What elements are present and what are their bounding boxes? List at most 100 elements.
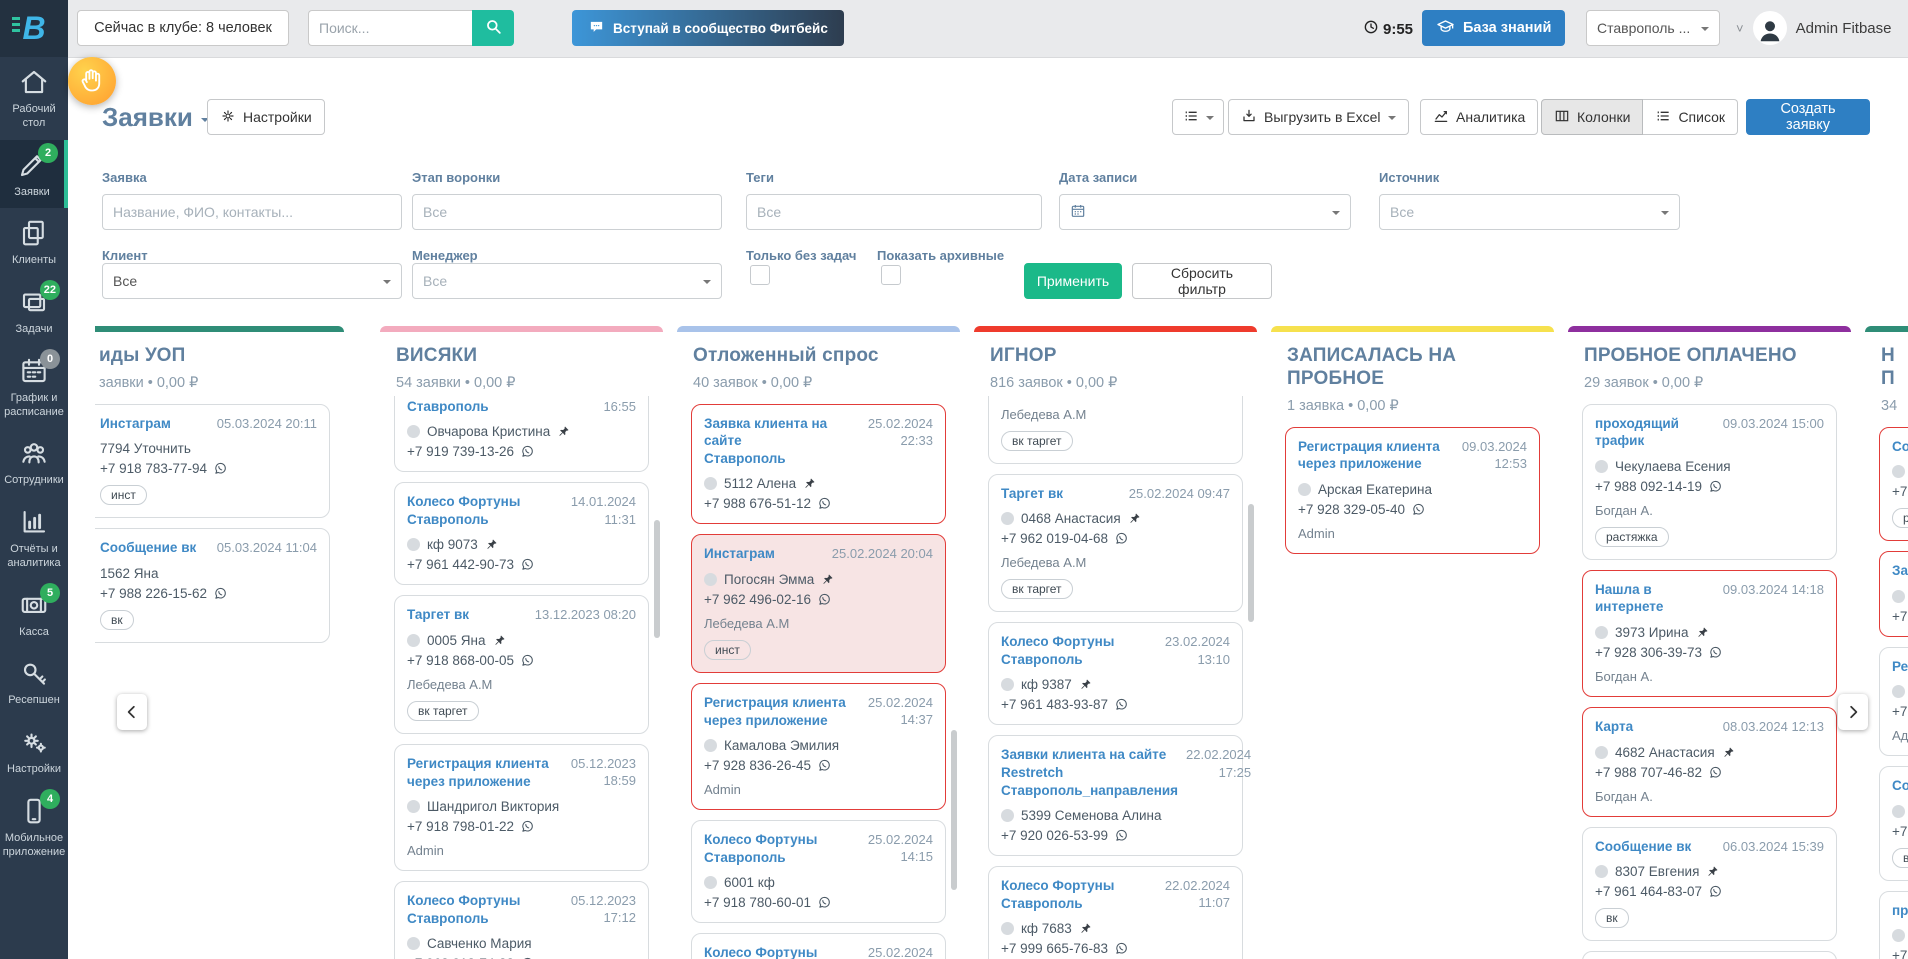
view-options-button[interactable] [1172, 99, 1224, 135]
apply-filter-button[interactable]: Применить [1024, 263, 1122, 299]
whatsapp-icon[interactable] [1708, 479, 1723, 494]
lead-card[interactable]: Ре че +7 9 Ад [1879, 646, 1908, 757]
lead-card[interactable]: Колесо Фортуны Ставрополь 25.02.2024 14:1… [691, 933, 946, 959]
filter-archived-checkbox[interactable] [881, 265, 901, 285]
sidebar-item-calendar[interactable]: 0 График и расписание [0, 346, 68, 429]
sidebar-item-key[interactable]: Ресепшен [0, 648, 68, 717]
filter-source-select[interactable]: Все [1379, 194, 1680, 230]
whatsapp-icon[interactable] [213, 586, 228, 601]
lead-card[interactable]: Колесо Фортуны Ставрополь 22.02.2024 11:0… [988, 866, 1243, 959]
lead-title[interactable]: пр [1892, 902, 1908, 918]
sidebar-item-staff[interactable]: Сотрудники [0, 428, 68, 497]
scroll-left-button[interactable] [117, 694, 147, 730]
whatsapp-icon[interactable] [817, 496, 832, 511]
column-scrollbar[interactable] [951, 730, 957, 890]
lead-card[interactable]: пр На +7 9 [1879, 890, 1908, 959]
whatsapp-icon[interactable] [1708, 765, 1723, 780]
lead-title[interactable]: Таргет вк [407, 607, 470, 623]
lead-title[interactable]: Ставрополь [407, 398, 489, 414]
lead-title[interactable]: Со [1892, 438, 1908, 454]
page-title[interactable]: Заявки [102, 102, 209, 133]
lead-card[interactable]: Ставрополь 16:55 Овчарова Кристина +7 919 7… [394, 395, 649, 473]
lead-title[interactable]: За [1892, 563, 1908, 579]
filter-no-tasks-checkbox[interactable] [750, 265, 770, 285]
community-button[interactable]: Вступай в сообщество Фитбейс [572, 10, 844, 46]
filter-funnel-input[interactable] [412, 194, 722, 230]
lead-card[interactable]: Инстаграм 05.03.2024 20:11 7794 Уточнить +7… [95, 403, 330, 519]
lead-title[interactable]: Колесо Фортуны Ставрополь [704, 945, 818, 959]
filter-manager-select[interactable]: Все [412, 263, 722, 299]
lead-title[interactable]: Карта [1595, 718, 1634, 734]
lead-card[interactable]: Лебедева А.М вк таргет [988, 395, 1243, 464]
knowledge-base-button[interactable]: База знаний [1422, 10, 1566, 46]
lead-card[interactable]: Со Че +7 9 ра [1879, 426, 1908, 542]
whatsapp-icon[interactable] [1114, 531, 1129, 546]
lead-title[interactable]: Колесо Фортуны Ставрополь [1001, 878, 1115, 911]
lead-card[interactable]: Колесо Фортуны Ставрополь 14.01.2024 11:3… [394, 482, 649, 586]
lead-title[interactable]: Сообщение вк [1595, 838, 1692, 854]
lead-title[interactable]: Со [1892, 778, 1908, 794]
lead-card[interactable]: Регистрация клиента через приложение 05.1… [394, 743, 649, 872]
sidebar-item-home[interactable]: Рабочий стол [0, 57, 68, 140]
filter-request-input[interactable] [102, 194, 402, 230]
lead-title[interactable]: Ре [1892, 658, 1908, 674]
lead-card[interactable]: Регистрация клиента через приложение 25.0… [691, 682, 946, 811]
lead-card[interactable]: Нашла в интернете 09.03.2024 14:18 3973 Ир… [1582, 569, 1837, 697]
whatsapp-icon[interactable] [817, 758, 832, 773]
sidebar-item-tasks[interactable]: 22 Задачи [0, 277, 68, 346]
lead-card[interactable]: проходящий трафик05.03.2024 20:056604 Кр… [1582, 951, 1837, 959]
lead-card[interactable]: Карта 08.03.2024 12:13 4682 Анастасия +7 98… [1582, 706, 1837, 817]
sidebar-item-clients[interactable]: Клиенты [0, 208, 68, 277]
whatsapp-icon[interactable] [520, 819, 535, 834]
reset-filter-button[interactable]: Сбросить фильтр [1132, 263, 1272, 299]
whatsapp-icon[interactable] [1411, 502, 1426, 517]
whatsapp-icon[interactable] [817, 592, 832, 607]
whatsapp-icon[interactable] [213, 461, 228, 476]
user-menu[interactable]: ˅ Admin Fitbase [1736, 11, 1891, 45]
lead-card[interactable]: Таргет вк 13.12.2023 08:20 0005 Яна +7 918 … [394, 595, 649, 734]
lead-title[interactable]: Таргет вк [1001, 485, 1064, 501]
lead-title[interactable]: Нашла в интернете [1595, 581, 1664, 615]
filter-tags-input[interactable] [746, 194, 1042, 230]
lead-title[interactable]: Инстаграм [704, 546, 775, 562]
lead-card[interactable]: Колесо Фортуны Ставрополь 23.02.2024 13:1… [988, 622, 1243, 726]
whatsapp-icon[interactable] [1708, 645, 1723, 660]
lead-title[interactable]: Колесо Фортуны Ставрополь [704, 832, 818, 865]
lead-title[interactable]: Инстаграм [100, 415, 171, 431]
chat-widget-button[interactable] [68, 57, 116, 105]
fitbase-logo[interactable]: B [0, 0, 68, 57]
filter-client-select[interactable]: Все [102, 263, 402, 299]
lead-title[interactable]: Сообщение вк [100, 540, 197, 556]
whatsapp-icon[interactable] [1114, 697, 1129, 712]
lead-card[interactable]: Сообщение вк 05.03.2024 11:04 1562 Яна +7 9… [95, 528, 330, 643]
sidebar-item-cash[interactable]: 5 Касса [0, 580, 68, 649]
export-excel-button[interactable]: Выгрузить в Excel [1228, 99, 1409, 135]
lead-title[interactable]: Регистрация клиента через приложение [1298, 438, 1440, 472]
create-request-button[interactable]: Создать заявку [1746, 99, 1870, 135]
whatsapp-icon[interactable] [1114, 941, 1129, 956]
sidebar-item-gears[interactable]: Настройки [0, 717, 68, 786]
lead-card[interactable]: Заявка клиента на сайте Ставрополь 25.02.… [691, 403, 946, 525]
lead-card[interactable]: Сообщение вк 06.03.2024 15:39 8307 Евгения… [1582, 826, 1837, 942]
lead-card[interactable]: Заявки клиента на сайте Restretch Ставро… [988, 735, 1251, 857]
sidebar-item-chart[interactable]: Отчёты и аналитика [0, 497, 68, 580]
lead-card[interactable]: Со Ан +7 9 вк [1879, 766, 1908, 881]
whatsapp-icon[interactable] [520, 653, 535, 668]
lead-card[interactable]: Регистрация клиента через приложение 09.0… [1285, 426, 1540, 554]
lead-title[interactable]: Колесо Фортуны Ставрополь [407, 494, 521, 527]
search-input[interactable] [308, 10, 472, 46]
lead-title[interactable]: Заявки клиента на сайте Restretch Ставро… [1001, 747, 1179, 798]
column-scrollbar[interactable] [1248, 504, 1254, 622]
lead-title[interactable]: Регистрация клиента через приложение [704, 694, 846, 728]
analytics-button[interactable]: Аналитика [1420, 99, 1539, 135]
lead-title[interactable]: Заявка клиента на сайте Ставрополь [704, 415, 828, 466]
whatsapp-icon[interactable] [520, 444, 535, 459]
lead-title[interactable]: Колесо Фортуны Ставрополь [407, 893, 521, 926]
whatsapp-icon[interactable] [1114, 828, 1129, 843]
lead-card[interactable]: Инстаграм 25.02.2024 20:04 Погосян Эмма +7 … [691, 534, 946, 673]
filter-record-date-picker[interactable] [1059, 194, 1351, 230]
scroll-right-button[interactable] [1838, 694, 1868, 730]
lead-card[interactable]: Таргет вк 25.02.2024 09:47 0468 Анастасия +… [988, 473, 1243, 613]
branch-select[interactable]: Ставрополь ... [1586, 10, 1720, 46]
lead-card[interactable]: Колесо Фортуны Ставрополь 05.12.2023 17:1… [394, 881, 649, 959]
